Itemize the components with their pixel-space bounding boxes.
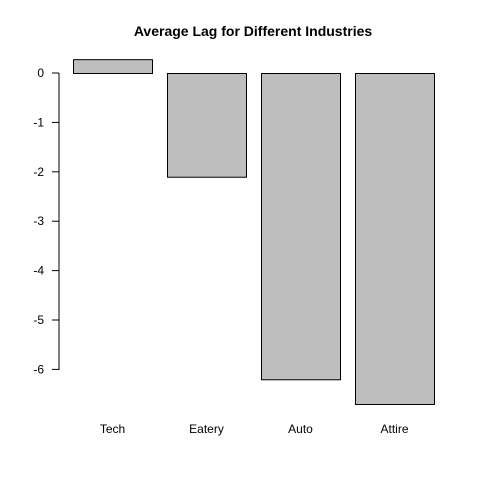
category-label-auto: Auto xyxy=(288,422,313,436)
bar-attire xyxy=(355,73,435,405)
category-label-eatery: Eatery xyxy=(189,422,224,436)
category-label-tech: Tech xyxy=(100,422,125,436)
chart-title: Average Lag for Different Industries xyxy=(134,23,373,39)
y-tick-label: 0 xyxy=(37,66,44,80)
y-tick-label: -3 xyxy=(33,214,44,228)
y-tick-label: -5 xyxy=(33,313,44,327)
y-tick-label: -4 xyxy=(33,264,44,278)
y-tick-label: -6 xyxy=(33,362,44,376)
bars-group xyxy=(73,59,435,405)
y-tick-label: -2 xyxy=(33,165,44,179)
category-labels: Tech Eatery Auto Attire xyxy=(100,422,409,436)
y-axis-ticks: 0 -1 -2 -3 -4 -5 -6 xyxy=(33,66,59,376)
category-label-attire: Attire xyxy=(380,422,408,436)
bar-auto xyxy=(261,73,341,381)
bar-tech xyxy=(73,59,153,74)
y-tick-label: -1 xyxy=(33,115,44,129)
bar-eatery xyxy=(167,73,247,178)
